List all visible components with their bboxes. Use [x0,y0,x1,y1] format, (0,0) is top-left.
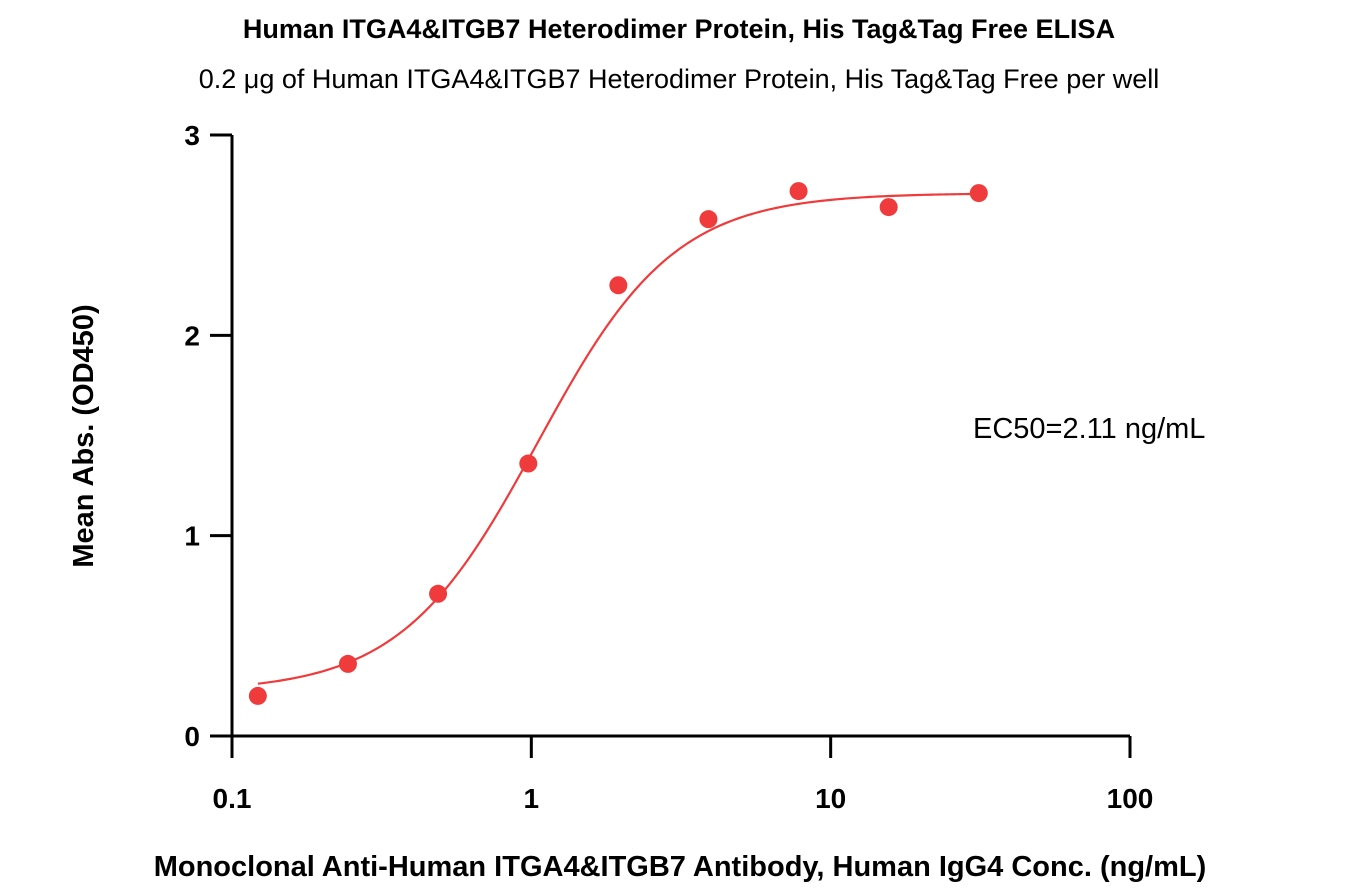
data-point [699,210,718,229]
x-tick-label: 0.1 [213,783,252,814]
chart-title: Human ITGA4&ITGB7 Heterodimer Protein, H… [243,14,1115,44]
data-point [879,198,898,217]
y-axis-title: Mean Abs. (OD450) [68,304,100,567]
chart-subtitle: 0.2 μg of Human ITGA4&ITGB7 Heterodimer … [199,64,1159,94]
data-point [248,686,267,705]
x-axis-ticks: 0.1 1 10 100 [213,736,1154,814]
data-points [248,182,988,705]
y-tick-label: 2 [184,320,200,351]
data-point [789,182,808,201]
data-point [338,654,357,673]
x-axis-title: Monoclonal Anti-Human ITGA4&ITGB7 Antibo… [154,851,1207,883]
y-tick-label: 3 [184,120,200,151]
data-point [519,454,538,473]
fit-curve [257,192,979,685]
y-axis-ticks: 0 1 2 3 [184,120,232,752]
data-point [969,184,988,203]
x-tick-label: 1 [524,783,540,814]
data-point [609,276,628,295]
data-point [429,584,448,603]
ec50-annotation: EC50=2.11 ng/mL [973,413,1205,445]
x-tick-label: 10 [815,783,846,814]
x-tick-label: 100 [1107,783,1154,814]
axes [230,135,1130,738]
y-tick-label: 1 [184,521,200,552]
y-tick-label: 0 [184,721,200,752]
